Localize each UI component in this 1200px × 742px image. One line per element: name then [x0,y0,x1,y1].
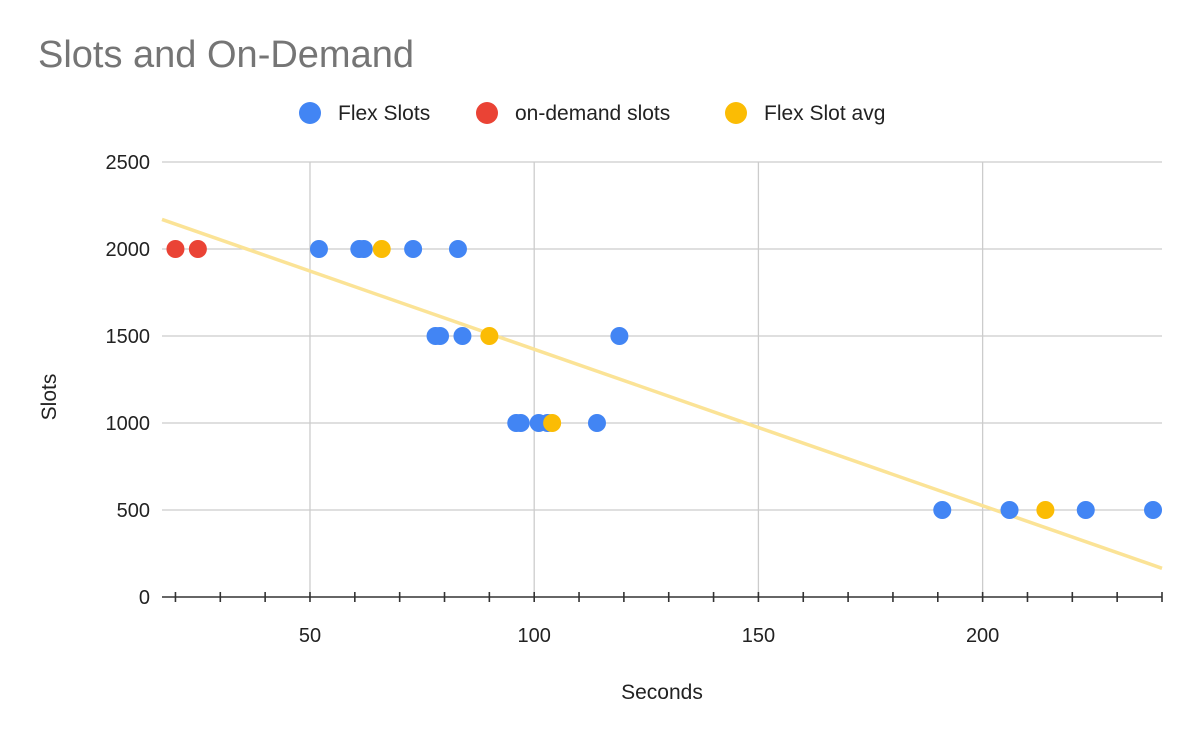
point-flex-slots [1076,501,1095,519]
legend-label-on-demand-slots: on-demand slots [515,102,670,125]
legend-marker-on-demand-slots [476,102,498,124]
data-points [166,240,1163,519]
trendline-layer [161,217,1163,570]
point-flex-slots [933,501,952,519]
point-on-demand-slots [188,240,207,258]
legend-label-flex-slot-avg: Flex Slot avg [764,102,885,125]
y-tick-label: 1500 [106,326,151,348]
point-flex-slots [448,240,467,258]
x-tick-label: 200 [966,625,999,647]
point-flex-slot-avg [543,414,562,432]
axes [162,592,1163,602]
point-flex-slots [1000,501,1019,519]
point-flex-slots [1144,501,1163,519]
legend-label-flex-slots: Flex Slots [338,102,430,125]
y-tick-label: 1000 [106,413,151,435]
point-flex-slots [404,240,423,258]
point-flex-slots [354,240,373,258]
y-tick-label: 500 [117,500,150,522]
chart-title: Slots and On-Demand [38,34,414,76]
point-on-demand-slots [166,240,185,258]
y-tick-label: 0 [139,587,150,609]
trendline [161,217,1163,570]
y-tick-label: 2500 [106,152,151,174]
point-flex-slot-avg [372,240,391,258]
point-flex-slots [431,327,450,345]
x-tick-label: 50 [299,625,321,647]
legend: Flex Slots on-demand slots Flex Slot avg [299,102,885,125]
x-axis-title: Seconds [621,681,703,704]
x-tick-label: 150 [742,625,775,647]
point-flex-slots [587,414,606,432]
y-tick-label: 2000 [106,239,151,261]
point-flex-slots [610,327,629,345]
legend-marker-flex-slots [299,102,321,124]
point-flex-slots [309,240,328,258]
point-flex-slots [511,414,530,432]
point-flex-slots [453,327,472,345]
axis-labels: 0 500 1000 1500 2000 2500 50 100 150 200 Seconds Sl… [38,152,999,704]
point-flex-slot-avg [1036,501,1055,519]
legend-marker-flex-slot-avg [725,102,747,124]
point-flex-slot-avg [480,327,499,345]
grid-lines [162,161,1162,597]
x-tick-label: 100 [518,625,551,647]
y-axis-title: Slots [38,374,61,421]
